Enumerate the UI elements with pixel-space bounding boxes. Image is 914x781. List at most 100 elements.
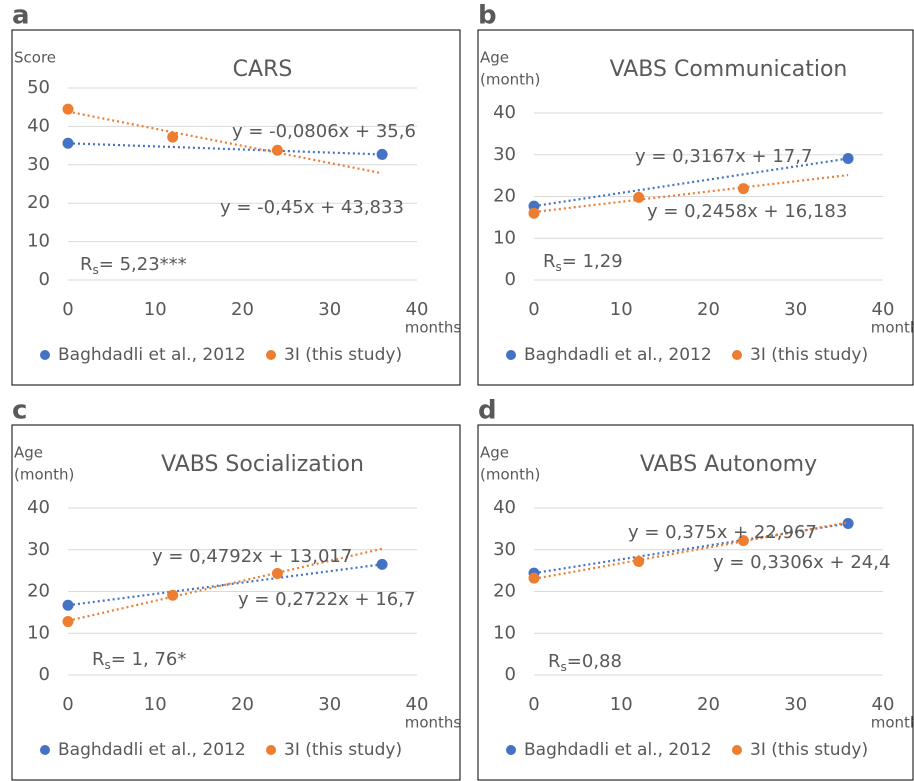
panel: VABS Communication Age (month) 0 10 20 30 40 0 10… — [480, 49, 914, 366]
y-tick-label: 30 — [493, 144, 516, 165]
panel-frame — [477, 424, 914, 781]
data-point — [62, 103, 74, 115]
data-point — [62, 137, 74, 149]
y-axis-label: (month) — [480, 466, 540, 484]
x-axis-label: months — [405, 714, 462, 732]
y-axis-label: Age — [480, 444, 509, 462]
stat-subscript: s — [561, 660, 567, 674]
stat-symbol: R — [548, 651, 561, 672]
data-point — [737, 183, 749, 195]
y-tick-label: 0 — [39, 664, 50, 685]
trendline — [533, 521, 849, 580]
legend-label: 3I (this study) — [750, 740, 868, 760]
x-tick-label: 20 — [231, 694, 254, 715]
x-tick-label: 40 — [406, 694, 429, 715]
chart-title: VABS Socialization — [161, 452, 364, 477]
stat-symbol: R — [543, 251, 556, 272]
y-tick-label: 0 — [505, 664, 516, 685]
y-tick-label: 40 — [27, 497, 50, 518]
chart-title: VABS Communication — [610, 57, 848, 82]
x-tick-label: 10 — [610, 299, 633, 320]
stat-subscript: s — [93, 263, 99, 277]
legend-marker — [732, 350, 742, 360]
y-tick-label: 30 — [493, 539, 516, 560]
x-tick-label: 40 — [406, 299, 429, 320]
data-point — [376, 558, 388, 570]
x-tick-label: 10 — [144, 694, 167, 715]
y-tick-label: 20 — [27, 192, 50, 213]
data-point — [633, 191, 645, 203]
panel-frame — [11, 29, 461, 386]
y-axis-label: Score — [14, 49, 56, 67]
panel-letter: a — [12, 1, 30, 31]
y-axis-label: Age — [14, 444, 43, 462]
legend-marker — [40, 745, 50, 755]
stat-annotation: Rs= 1,29 — [543, 251, 623, 274]
data-point — [737, 535, 749, 547]
y-tick-label: 30 — [27, 539, 50, 560]
data-point — [376, 148, 388, 160]
data-point — [271, 144, 283, 156]
x-tick-label: 30 — [784, 299, 807, 320]
y-tick-label: 0 — [39, 269, 50, 290]
trendline-equation: y = -0,0806x + 35,6 — [232, 121, 416, 142]
x-tick-label: 30 — [318, 299, 341, 320]
x-tick-label: 10 — [144, 299, 167, 320]
stat-value: = 1,29 — [562, 251, 623, 272]
x-tick-label: 30 — [318, 694, 341, 715]
stat-subscript: s — [105, 658, 111, 672]
x-tick-label: 20 — [697, 694, 720, 715]
trendline — [67, 110, 383, 175]
legend-marker — [506, 745, 516, 755]
trendline — [67, 547, 383, 622]
y-tick-label: 20 — [27, 581, 50, 602]
trendline-equation: y = 0,375x + 22,967 — [628, 522, 817, 543]
legend-label: 3I (this study) — [284, 345, 402, 365]
data-point — [167, 131, 179, 143]
data-point — [167, 589, 179, 601]
data-point — [528, 572, 540, 584]
trendline-equation: y = 0,3167x + 17,7 — [635, 146, 812, 167]
y-tick-label: 10 — [27, 622, 50, 643]
x-axis-label: months — [871, 714, 914, 732]
data-point — [62, 616, 74, 628]
trendline-equation: y = 0,2722x + 16,7 — [238, 589, 415, 610]
trendline-equation: y = 0,3306x + 24,4 — [713, 552, 890, 573]
panel-letter: b — [478, 1, 497, 31]
stat-symbol: R — [92, 649, 105, 670]
stat-subscript: s — [556, 260, 562, 274]
stat-value: = 5,23*** — [99, 254, 187, 275]
y-axis-label: Age — [480, 49, 509, 67]
data-point — [62, 599, 74, 611]
y-tick-label: 30 — [27, 154, 50, 175]
x-tick-label: 20 — [697, 299, 720, 320]
y-tick-label: 20 — [493, 186, 516, 207]
trendline — [67, 142, 383, 156]
stat-value: =0,88 — [567, 651, 622, 672]
panel-frame — [11, 424, 461, 781]
legend-marker — [40, 350, 50, 360]
trendline-equation: y = 0,2458x + 16,183 — [647, 201, 847, 222]
stat-value: = 1, 76* — [111, 649, 187, 670]
y-tick-label: 20 — [493, 581, 516, 602]
data-point — [633, 555, 645, 567]
legend-label: Baghdadli et al., 2012 — [58, 345, 246, 365]
y-tick-label: 10 — [27, 231, 50, 252]
y-axis-label: (month) — [480, 71, 540, 89]
y-tick-label: 10 — [493, 622, 516, 643]
y-tick-label: 10 — [493, 227, 516, 248]
panel-letter: c — [12, 396, 27, 426]
x-tick-label: 30 — [784, 694, 807, 715]
data-point — [842, 153, 854, 165]
y-tick-label: 0 — [505, 269, 516, 290]
x-axis-label: months — [871, 319, 914, 337]
legend-marker — [266, 745, 276, 755]
legend-marker — [266, 350, 276, 360]
trendline-equation: y = -0,45x + 43,833 — [220, 197, 404, 218]
panel: VABS Socialization Age (month) 0 10 20 30 40 0 10… — [14, 444, 461, 761]
x-tick-label: 0 — [528, 299, 539, 320]
y-tick-label: 40 — [27, 115, 50, 136]
chart-title: CARS — [233, 57, 293, 82]
